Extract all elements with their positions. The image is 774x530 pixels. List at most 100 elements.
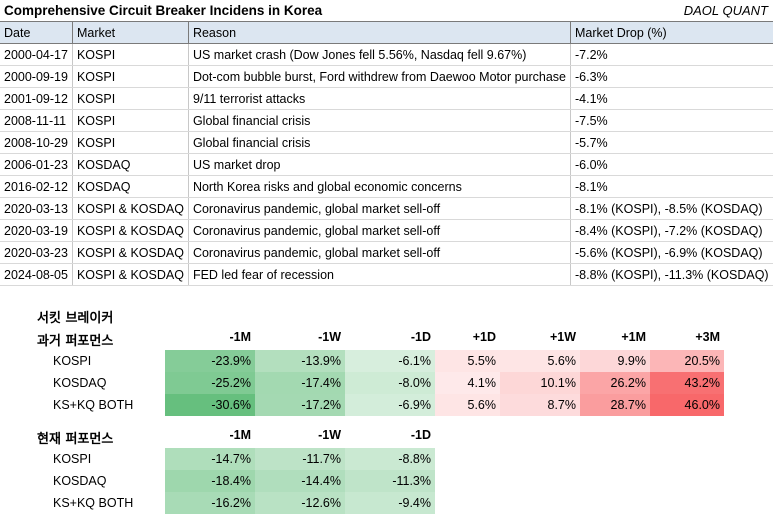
column-header: -1D <box>410 428 431 442</box>
cell-market-drop: -7.2% <box>570 43 773 66</box>
performance-cell: 43.2% <box>650 372 724 394</box>
table-row: 2008-10-29 KOSPI Global financial crisis -5… <box>0 131 773 154</box>
cell-reason: Coronavirus pandemic, global market sell… <box>187 219 571 242</box>
section-title: 과거 퍼포먼스 <box>37 334 114 349</box>
performance-cell: 20.5% <box>650 350 724 372</box>
cell-date: 2008-10-29 <box>0 131 73 154</box>
cell-date: 2020-03-19 <box>0 219 73 242</box>
cell-market: KOSPI <box>71 131 189 154</box>
column-header: -1W <box>318 330 341 344</box>
column-header: -1M <box>229 428 251 442</box>
table-row: 2020-03-19 KOSPI & KOSDAQ Coronavirus pand… <box>0 219 773 242</box>
cell-reason: Dot-com bubble burst, Ford withdrew from… <box>187 65 571 88</box>
table-row: 2008-11-11 KOSPI Global financial crisis -7… <box>0 109 773 132</box>
cell-date: 2020-03-23 <box>0 241 73 264</box>
report-header: Comprehensive Circuit Breaker Incidens i… <box>0 0 774 20</box>
table-row: 2024-08-05 KOSPI & KOSDAQ FED led fear of … <box>0 263 773 286</box>
performance-cell: -17.4% <box>255 372 345 394</box>
performance-cell: 5.6% <box>435 394 500 416</box>
table-row: 2016-02-12 KOSDAQ North Korea risks and gl… <box>0 175 773 198</box>
column-header: -1W <box>318 428 341 442</box>
performance-cell: -12.6% <box>255 492 345 514</box>
row-label: KS+KQ BOTH <box>53 496 134 510</box>
cell-date: 2006-01-23 <box>0 153 73 176</box>
performance-cell: -16.2% <box>165 492 255 514</box>
performance-cell: -14.7% <box>165 448 255 470</box>
cell-market-drop: -6.3% <box>570 65 773 88</box>
cell-reason: Global financial crisis <box>187 109 571 132</box>
cell-date: 2008-11-11 <box>0 109 73 132</box>
performance-cell: -11.3% <box>345 470 435 492</box>
incidents-header-row: Date Market Reason Market Drop (%) <box>0 21 773 44</box>
cell-date: 2020-03-13 <box>0 197 73 220</box>
cell-market: KOSPI & KOSDAQ <box>71 241 189 264</box>
performance-cell: 8.7% <box>500 394 580 416</box>
cell-reason: Coronavirus pandemic, global market sell… <box>187 241 571 264</box>
cell-market: KOSDAQ <box>71 153 189 176</box>
table-row: 2020-03-23 KOSPI & KOSDAQ Coronavirus pand… <box>0 241 773 264</box>
cell-market: KOSPI <box>71 65 189 88</box>
column-header: +3M <box>695 330 720 344</box>
cell-market-drop: -8.4% (KOSPI), -7.2% (KOSDAQ) <box>570 219 773 242</box>
cell-market: KOSPI & KOSDAQ <box>71 263 189 286</box>
cell-reason: FED led fear of recession <box>187 263 571 286</box>
cell-market: KOSPI <box>71 109 189 132</box>
row-label: KOSPI <box>53 354 92 368</box>
performance-cell: -6.1% <box>345 350 435 372</box>
table-row: 2001-09-12 KOSPI 9/11 terrorist attacks -4.… <box>0 87 773 110</box>
performance-cell: -9.4% <box>345 492 435 514</box>
performance-cell: -23.9% <box>165 350 255 372</box>
cell-market: KOSPI & KOSDAQ <box>71 219 189 242</box>
row-label: KOSDAQ <box>53 474 107 488</box>
column-header: +1M <box>621 330 646 344</box>
cell-date: 2016-02-12 <box>0 175 73 198</box>
performance-cell: 5.6% <box>500 350 580 372</box>
performance-cell: 46.0% <box>650 394 724 416</box>
cell-reason: 9/11 terrorist attacks <box>187 87 571 110</box>
column-header-market: Market <box>71 21 189 44</box>
report-title: Comprehensive Circuit Breaker Incidens i… <box>4 3 323 18</box>
performance-cell: -17.2% <box>255 394 345 416</box>
cell-reason: US market drop <box>187 153 571 176</box>
column-header: -1D <box>410 330 431 344</box>
cell-date: 2001-09-12 <box>0 87 73 110</box>
performance-cell: -8.8% <box>345 448 435 470</box>
table-row: 2020-03-13 KOSPI & KOSDAQ Coronavirus pand… <box>0 197 773 220</box>
performance-cell: -18.4% <box>165 470 255 492</box>
cell-reason: Global financial crisis <box>187 131 571 154</box>
cell-market-drop: -6.0% <box>570 153 773 176</box>
performance-cell: 10.1% <box>500 372 580 394</box>
performance-cell: -13.9% <box>255 350 345 372</box>
performance-cell: -8.0% <box>345 372 435 394</box>
performance-cell: 5.5% <box>435 350 500 372</box>
column-header: +1D <box>472 330 496 344</box>
cell-date: 2024-08-05 <box>0 263 73 286</box>
cell-market-drop: -8.1% (KOSPI), -8.5% (KOSDAQ) <box>570 197 773 220</box>
row-label: KOSDAQ <box>53 376 107 390</box>
performance-cell: -25.2% <box>165 372 255 394</box>
performance-cell: -14.4% <box>255 470 345 492</box>
incidents-table: Date Market Reason Market Drop (%) 2000-… <box>0 21 773 286</box>
cell-market-drop: -8.1% <box>570 175 773 198</box>
cell-market-drop: -4.1% <box>570 87 773 110</box>
performance-cell: 28.7% <box>580 394 650 416</box>
cell-market-drop: -8.8% (KOSPI), -11.3% (KOSDAQ) <box>570 263 773 286</box>
column-header: -1M <box>229 330 251 344</box>
performance-cell: -11.7% <box>255 448 345 470</box>
cell-reason: US market crash (Dow Jones fell 5.56%, N… <box>187 43 571 66</box>
cell-market: KOSPI <box>71 87 189 110</box>
column-header-market-drop: Market Drop (%) <box>570 21 773 44</box>
performance-cell: 26.2% <box>580 372 650 394</box>
table-row: 2006-01-23 KOSDAQ US market drop -6.0% <box>0 153 773 176</box>
cell-market: KOSPI <box>71 43 189 66</box>
cell-market: KOSDAQ <box>71 175 189 198</box>
column-header-date: Date <box>0 21 73 44</box>
table-row: 2000-09-19 KOSPI Dot-com bubble burst, For… <box>0 65 773 88</box>
section-title: 현재 퍼포먼스 <box>37 432 114 447</box>
row-label: KS+KQ BOTH <box>53 398 134 412</box>
performance-cell: 9.9% <box>580 350 650 372</box>
cell-date: 2000-04-17 <box>0 43 73 66</box>
cell-market: KOSPI & KOSDAQ <box>71 197 189 220</box>
cell-market-drop: -5.6% (KOSPI), -6.9% (KOSDAQ) <box>570 241 773 264</box>
row-label: KOSPI <box>53 452 92 466</box>
